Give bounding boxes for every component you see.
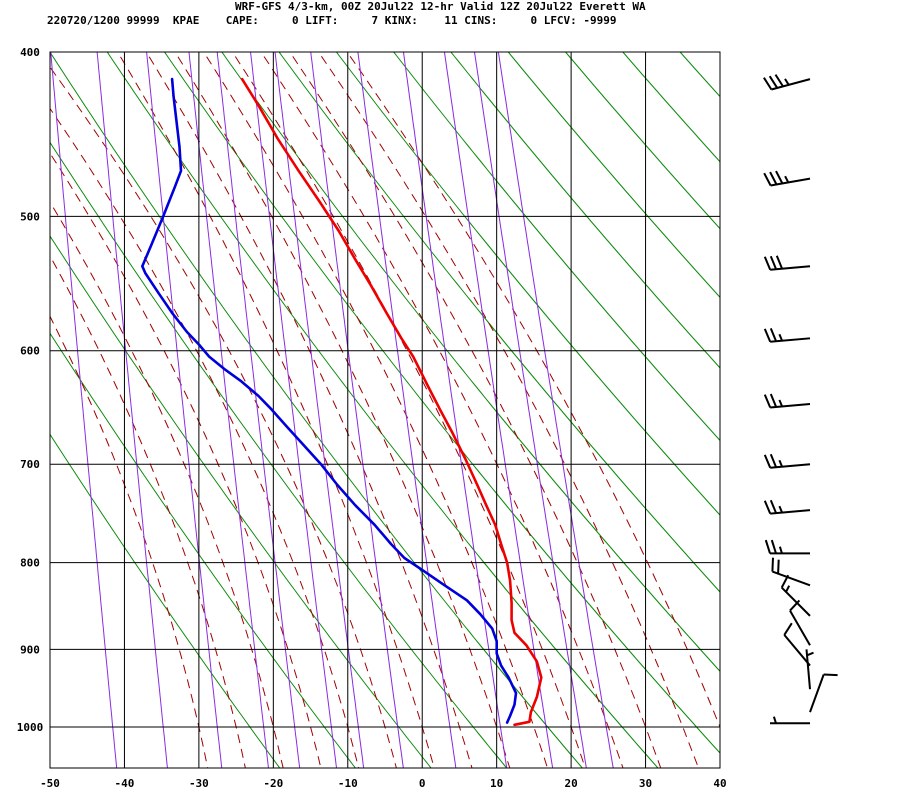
moist-adiabat-line [50, 201, 284, 768]
dry-adiabat-line [106, 52, 659, 768]
y-tick-label: 500 [20, 210, 40, 223]
moist-adiabat-line [117, 52, 435, 768]
wind-barb [780, 574, 811, 617]
dry-adiabat-line [450, 52, 720, 369]
x-tick-label: 30 [639, 777, 652, 790]
moist-adiabat-line [145, 52, 473, 768]
dry-adiabat-line [50, 52, 583, 768]
series-layer [141, 77, 543, 727]
moist-adiabat-line [260, 52, 624, 768]
wind-barb [764, 539, 811, 555]
wind-barb [763, 255, 811, 271]
dry-adiabat-line [278, 52, 720, 593]
dry-adiabat-line [730, 44, 900, 776]
y-tick-label: 900 [20, 643, 40, 656]
mixing-ratio-line [216, 52, 301, 768]
sounding-stats: 220720/1200 99999 KPAE CAPE: 0 LIFT: 7 K… [47, 14, 617, 27]
wind-barb [763, 74, 811, 91]
dry-adiabat-line [50, 332, 356, 768]
moist-adiabat-line [289, 52, 662, 768]
wind-barb [763, 499, 811, 515]
dry-adiabat-line [163, 52, 720, 754]
mixing-ratio-line [473, 52, 587, 768]
moist-adiabat-line [50, 107, 360, 768]
wind-barb [763, 393, 811, 409]
chart-title: WRF-GFS 4/3-km, 00Z 20Jul22 12-hr Valid … [235, 0, 646, 13]
x-tick-label: -20 [263, 777, 283, 790]
mixing-ratio-line [274, 52, 365, 768]
y-tick-label: 1000 [17, 721, 44, 734]
moist-adiabat-line [50, 66, 397, 768]
moist-adiabat-line [50, 254, 246, 768]
dry-adiabat-line [221, 52, 720, 673]
wind-barb [763, 328, 811, 343]
wind-barb [769, 716, 811, 725]
y-tick-labels: 400 500 600 700 800 900 1000 [17, 46, 44, 734]
wind-barb [763, 453, 811, 469]
x-tick-label: 10 [490, 777, 503, 790]
x-tick-label: 40 [713, 777, 726, 790]
mixing-ratio-line [250, 52, 338, 768]
x-tick-label: 0 [419, 777, 426, 790]
wind-barb [763, 170, 811, 187]
mixing-ratio-line [146, 52, 223, 768]
x-tick-labels: -50 -40 -30 -20 -10 0 10 20 30 40 [40, 777, 727, 790]
x-tick-label: -30 [189, 777, 209, 790]
y-tick-label: 400 [20, 46, 40, 59]
wind-barb [783, 622, 811, 667]
mixing-ratio-line [402, 52, 508, 768]
y-tick-label: 700 [20, 458, 40, 471]
x-tick-label: -10 [338, 777, 358, 790]
dry-adiabat-line [507, 52, 720, 299]
mixing-ratio-line [497, 52, 614, 768]
wind-barb [789, 599, 811, 646]
mixing-ratio-line [50, 52, 118, 768]
moist-adiabat-line [50, 152, 322, 768]
wind-barb [771, 557, 811, 587]
dry-adiabat-line [50, 235, 432, 768]
grid [49, 51, 721, 768]
background-lines [50, 44, 900, 776]
dry-adiabat-line [787, 44, 900, 776]
moist-adiabat-line [231, 52, 586, 768]
dry-adiabat-line [335, 52, 720, 516]
x-tick-label: -40 [115, 777, 135, 790]
moist-adiabat-line [346, 52, 720, 729]
mixing-ratio-line [310, 52, 404, 768]
moist-adiabat-line [174, 52, 511, 768]
y-tick-label: 800 [20, 557, 40, 570]
wind-barbs [763, 74, 838, 725]
dry-adiabat-line [844, 44, 900, 776]
dry-adiabat-line [50, 433, 281, 768]
mixing-ratio-line [188, 52, 269, 768]
dry-adiabat-line [393, 52, 720, 442]
wind-barb [809, 673, 838, 713]
plot-frame [49, 51, 721, 769]
moist-adiabat-line [50, 315, 209, 768]
dry-adiabat-line [564, 52, 720, 230]
mixing-ratio-line [357, 52, 457, 768]
x-tick-label: -50 [40, 777, 60, 790]
dry-adiabat-line [679, 52, 720, 98]
wind-barb [805, 649, 814, 690]
dewpoint-line [141, 77, 518, 724]
mixing-ratio-line [96, 52, 168, 768]
dry-adiabat-line [50, 141, 508, 768]
y-tick-label: 600 [20, 345, 40, 358]
temperature-line [240, 77, 543, 727]
x-tick-label: 20 [564, 777, 577, 790]
